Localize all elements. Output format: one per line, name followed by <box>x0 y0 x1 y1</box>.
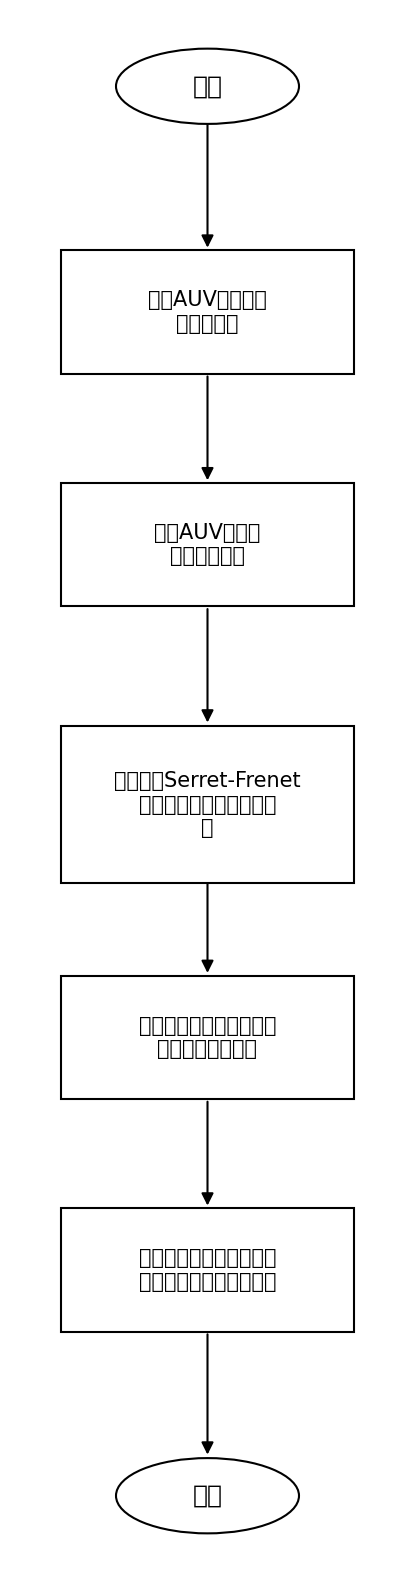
Text: 设计水平面和垂直面的自
适应反步滑模模糊控制器: 设计水平面和垂直面的自 适应反步滑模模糊控制器 <box>139 1248 276 1291</box>
FancyBboxPatch shape <box>61 483 354 606</box>
Ellipse shape <box>116 49 299 123</box>
FancyBboxPatch shape <box>61 726 354 883</box>
Text: 结束: 结束 <box>193 1484 222 1508</box>
Text: 建立AUV动力学
与运动学模型: 建立AUV动力学 与运动学模型 <box>154 524 261 566</box>
FancyBboxPatch shape <box>61 1209 354 1332</box>
Text: 建立基于Serret-Frenet
坐标系的轨迹跟踪误差模
型: 建立基于Serret-Frenet 坐标系的轨迹跟踪误差模 型 <box>114 772 301 838</box>
FancyBboxPatch shape <box>61 250 354 373</box>
Text: 给定AUV初始状态
与期望轨迹: 给定AUV初始状态 与期望轨迹 <box>148 291 267 334</box>
FancyBboxPatch shape <box>61 976 354 1099</box>
Text: 开始: 开始 <box>193 74 222 98</box>
Text: 分别设计水平面与垂直面
的反步滑模控制器: 分别设计水平面与垂直面 的反步滑模控制器 <box>139 1016 276 1058</box>
Ellipse shape <box>116 1459 299 1533</box>
